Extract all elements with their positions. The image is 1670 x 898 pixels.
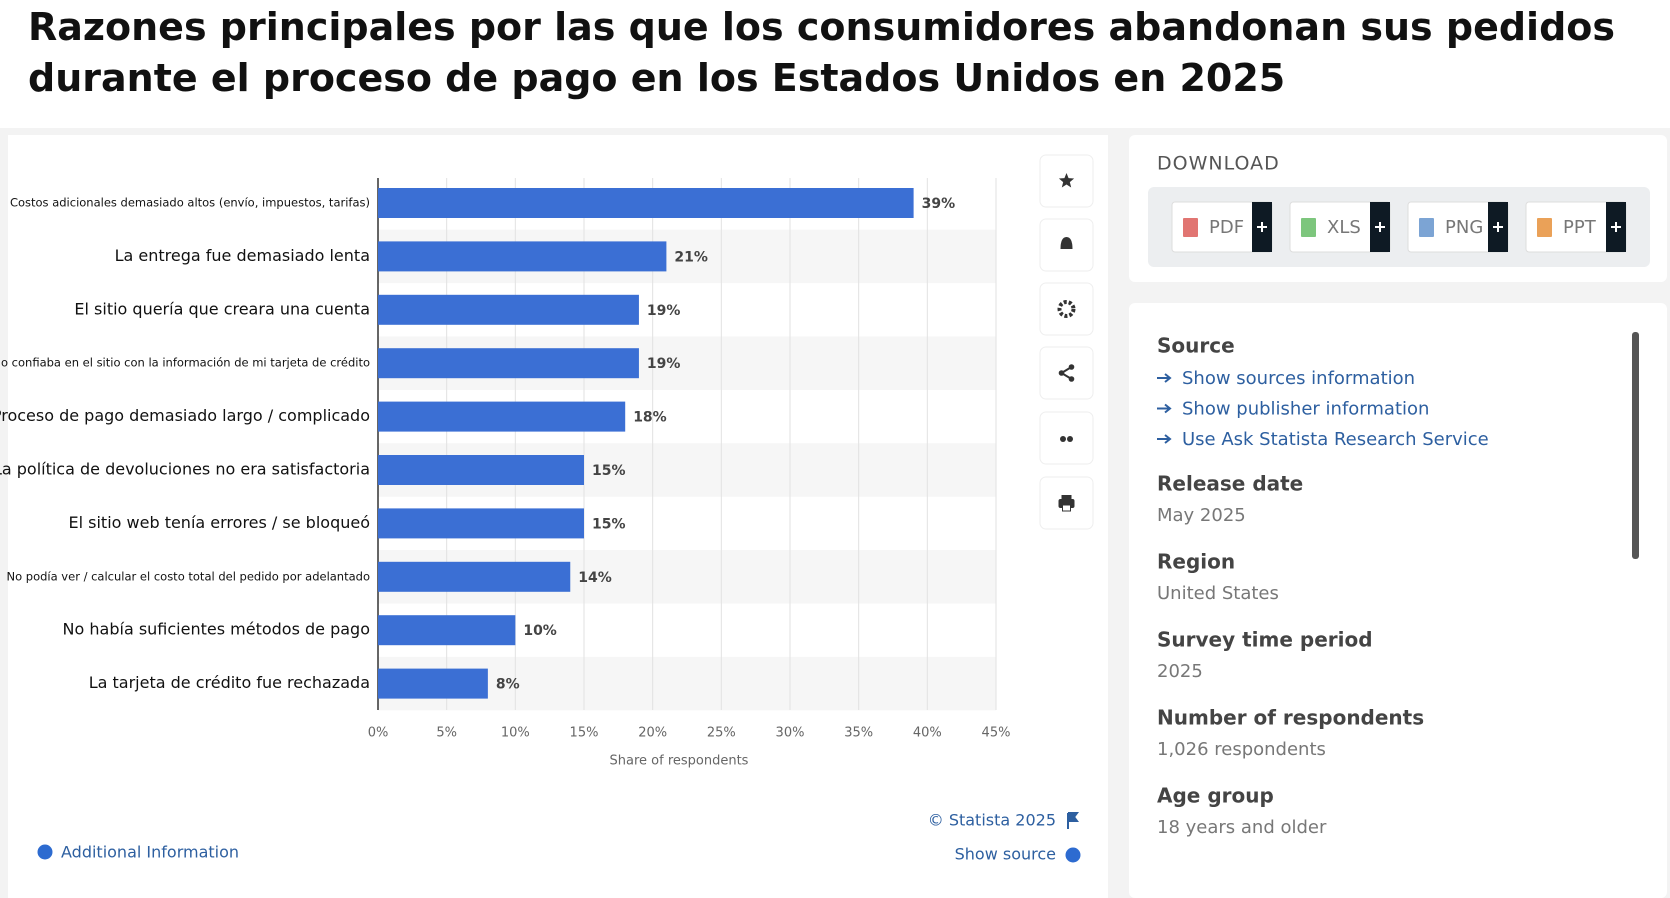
flag-icon: [1067, 812, 1079, 829]
arrow-icon: [1157, 403, 1172, 414]
detail-label: Age group: [1157, 784, 1274, 808]
bar: [378, 561, 571, 592]
download-format[interactable]: PNG: [1445, 217, 1483, 238]
show-source[interactable]: Show source: [955, 845, 1056, 864]
value-label: 19%: [647, 356, 681, 372]
info-icon: [1065, 847, 1081, 863]
download-format[interactable]: PDF: [1209, 217, 1244, 238]
arrow-icon: [1157, 434, 1172, 444]
value-label: 19%: [647, 303, 681, 319]
x-tick-label: 10%: [501, 726, 530, 741]
detail-value: May 2025: [1157, 505, 1246, 526]
credit: © Statista 2025: [928, 811, 1056, 830]
file-icon: [1419, 218, 1434, 237]
plus-icon: [1257, 222, 1267, 232]
plus-icon: [1611, 222, 1621, 232]
value-label: 15%: [592, 463, 626, 479]
icon: [1061, 495, 1072, 500]
icon: [1060, 436, 1066, 442]
detail-value: 18 years and older: [1157, 817, 1327, 838]
download-tray: [1148, 187, 1650, 267]
detail-value: 1,026 respondents: [1157, 739, 1326, 760]
icon: [1060, 237, 1073, 249]
detail-value: 2025: [1157, 661, 1203, 682]
page-title: Razones principales por las que los cons…: [28, 5, 1615, 100]
value-label: 39%: [922, 196, 956, 212]
bar: [378, 294, 639, 325]
bar: [378, 615, 516, 646]
value-label: 15%: [592, 516, 626, 532]
icon: [1062, 504, 1071, 512]
x-tick-label: 40%: [913, 726, 942, 741]
x-tick-label: 35%: [844, 726, 873, 741]
y-tick-label: El sitio quería que creara una cuenta: [74, 299, 370, 318]
y-tick-label: No confiaba en el sitio con la informaci…: [0, 356, 370, 370]
source-link[interactable]: Show sources information: [1182, 368, 1415, 389]
value-label: 14%: [578, 570, 612, 586]
header-bg: [0, 0, 1670, 128]
source-link[interactable]: Show publisher information: [1182, 399, 1429, 420]
bar: [378, 401, 626, 432]
bar: [378, 508, 584, 539]
file-icon: [1537, 218, 1552, 237]
icon: [1057, 300, 1076, 318]
info-icon: [37, 844, 53, 860]
bar: [378, 241, 667, 272]
x-tick-label: 20%: [638, 726, 667, 741]
y-tick-label: La tarjeta de crédito fue rechazada: [89, 673, 370, 692]
x-tick-label: 15%: [570, 726, 599, 741]
y-tick-label: La entrega fue demasiado lenta: [115, 246, 370, 265]
tool-button[interactable]: [1039, 411, 1094, 465]
arrow-icon: [1157, 373, 1172, 383]
y-tick-label: Proceso de pago demasiado largo / compli…: [0, 406, 370, 425]
bar: [378, 188, 914, 218]
plus-icon: [1375, 222, 1385, 232]
detail-label: Survey time period: [1157, 628, 1373, 652]
value-label: 21%: [674, 249, 708, 265]
x-tick-label: 25%: [707, 726, 736, 741]
icon: [1059, 366, 1073, 380]
source-heading: Source: [1157, 334, 1235, 358]
x-tick-label: 45%: [982, 726, 1011, 741]
y-tick-label: El sitio web tenía errores / se bloqueó: [69, 513, 371, 532]
download-format[interactable]: XLS: [1327, 217, 1361, 238]
value-label: 8%: [496, 677, 520, 693]
detail-label: Number of respondents: [1157, 706, 1424, 730]
file-icon: [1301, 218, 1316, 237]
tool-button[interactable]: [1039, 346, 1094, 400]
y-tick-label: No había suficientes métodos de pago: [63, 620, 370, 639]
additional-info[interactable]: Additional Information: [61, 843, 239, 862]
download-heading: DOWNLOAD: [1157, 153, 1280, 175]
scrollbar: [1632, 332, 1639, 559]
x-tick-label: 5%: [436, 726, 457, 741]
detail-value: United States: [1157, 583, 1279, 604]
tool-button[interactable]: [1039, 282, 1094, 336]
x-axis-label: Share of respondents: [610, 754, 749, 769]
y-tick-label: No podía ver / calcular el costo total d…: [6, 569, 370, 583]
value-label: 10%: [523, 623, 557, 639]
details-card: [1129, 303, 1667, 898]
source-link[interactable]: Use Ask Statista Research Service: [1182, 429, 1489, 450]
icon: [1058, 173, 1075, 188]
x-tick-label: 0%: [368, 726, 389, 741]
bar: [378, 668, 488, 699]
x-tick-label: 30%: [776, 726, 805, 741]
bar: [378, 455, 584, 485]
plus-icon: [1493, 222, 1503, 232]
file-icon: [1183, 218, 1198, 237]
detail-label: Release date: [1157, 472, 1303, 496]
detail-label: Region: [1157, 550, 1235, 574]
y-tick-label: Costos adicionales demasiado altos (enví…: [10, 196, 370, 210]
value-label: 18%: [633, 410, 667, 426]
download-format[interactable]: PPT: [1563, 217, 1597, 238]
icon: [1067, 436, 1073, 442]
y-tick-label: La política de devoluciones no era satis…: [0, 460, 370, 479]
bar: [378, 348, 639, 379]
